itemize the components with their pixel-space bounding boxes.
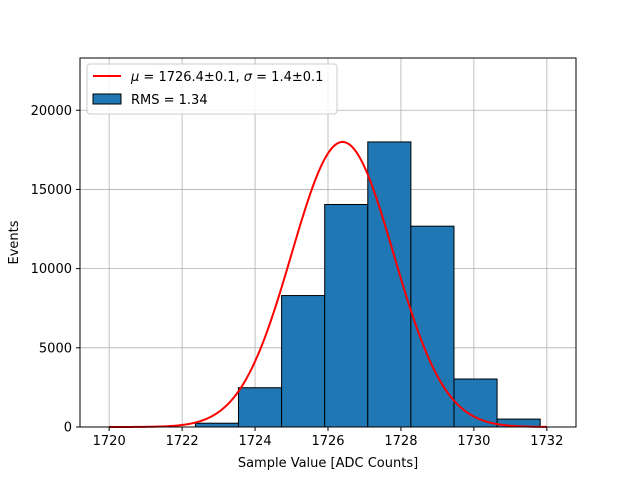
histogram-bar xyxy=(238,388,281,427)
y-tick-label: 20000 xyxy=(31,104,72,119)
histogram-bar xyxy=(454,379,497,427)
legend-histogram-label: RMS = 1.34 xyxy=(131,93,208,108)
x-tick-label: 1722 xyxy=(166,434,199,449)
legend-fit-label: μ = 1726.4±0.1, σ = 1.4±0.1 xyxy=(130,70,323,85)
y-tick-label: 5000 xyxy=(39,341,72,356)
histogram-bar xyxy=(195,423,238,427)
x-tick-label: 1726 xyxy=(311,434,344,449)
legend-histogram-swatch xyxy=(93,94,121,104)
x-axis-ticks: 1720 1722 1724 1726 1728 1730 1732 xyxy=(93,427,564,449)
x-tick-label: 1720 xyxy=(93,434,126,449)
histogram-bar xyxy=(368,142,411,427)
histogram-bars xyxy=(109,142,540,427)
x-axis-label: Sample Value [ADC Counts] xyxy=(238,456,418,471)
x-tick-label: 1732 xyxy=(530,434,563,449)
histogram-bar xyxy=(325,204,368,427)
x-tick-label: 1724 xyxy=(239,434,272,449)
y-axis-ticks: 0 5000 10000 15000 20000 xyxy=(31,104,80,436)
y-axis-label: Events xyxy=(7,220,22,264)
y-tick-label: 0 xyxy=(64,421,72,436)
x-tick-label: 1730 xyxy=(457,434,490,449)
histogram-bar xyxy=(282,296,325,427)
x-tick-label: 1728 xyxy=(384,434,417,449)
y-tick-label: 10000 xyxy=(31,262,72,277)
y-tick-label: 15000 xyxy=(31,183,72,198)
legend: μ = 1726.4±0.1, σ = 1.4±0.1 RMS = 1.34 xyxy=(87,64,337,114)
